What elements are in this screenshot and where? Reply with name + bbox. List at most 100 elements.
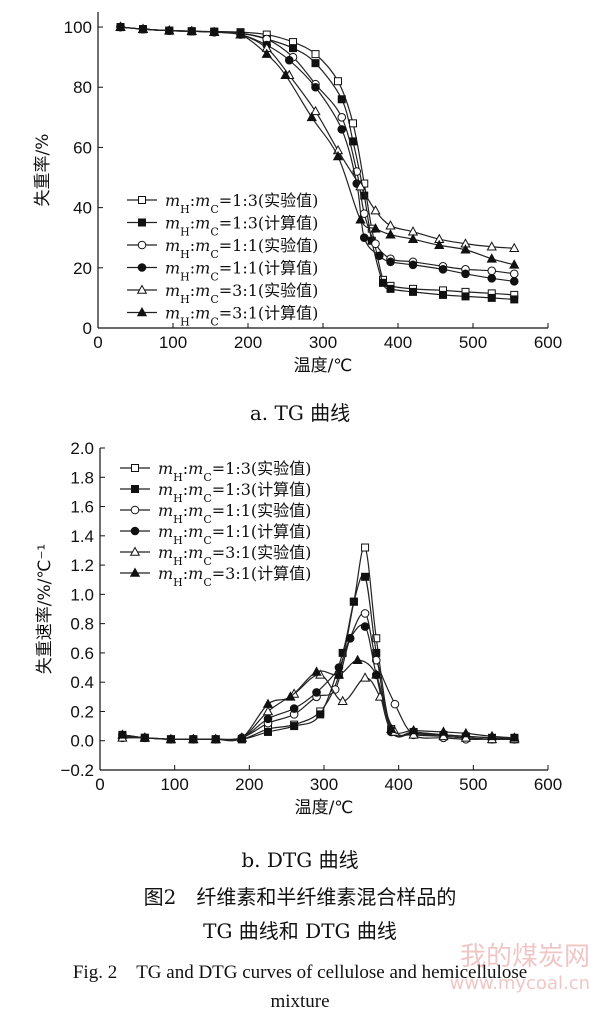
data-point [164, 25, 175, 35]
x-tick-label: 400 [384, 333, 412, 352]
data-point [407, 233, 419, 244]
data-point [509, 269, 519, 279]
legend-item: mH:mC=1:3(实验值) [120, 459, 311, 484]
dtg-chart: 0 100 200 300 400 500 600 −0.2 0.0 0.2 0.4 0.6 0.8 1.… [35, 439, 562, 818]
y-tick-label: 40 [73, 199, 92, 218]
y-tick-label: 60 [73, 138, 92, 157]
x-tick-label: 0 [93, 333, 102, 352]
legend-label: mH:mC=1:1(计算值) [158, 522, 311, 547]
data-point [461, 269, 470, 279]
legend-marker [136, 284, 148, 294]
legend-label: mH:mC=1:3(实验值) [158, 459, 311, 484]
legend-label: mH:mC=3:1(实验值) [165, 281, 318, 306]
data-point [117, 729, 128, 739]
data-point [349, 119, 357, 128]
data-point [337, 95, 346, 104]
data-point [139, 732, 150, 742]
data-point [408, 260, 418, 270]
legend-item: mH:mC=1:3(计算值) [120, 480, 311, 505]
data-point [385, 229, 396, 239]
data-point [337, 125, 347, 134]
data-point [486, 241, 497, 251]
data-point [137, 23, 149, 33]
series-2 [118, 572, 519, 744]
legend-item: mH:mC=1:1(计算值) [120, 522, 311, 547]
legend-marker [130, 526, 140, 536]
tg-chart: 0 100 200 300 400 500 600 0 20 40 60 80 100 温度/℃ 失重率/%… [33, 12, 562, 376]
data-point [487, 274, 497, 283]
y-tick-label: 0.2 [70, 702, 94, 721]
data-point [371, 669, 382, 679]
data-point [509, 277, 519, 286]
legend-item: mH:mC=3:1(实验值) [120, 543, 311, 568]
legend-item: mH:mC=1:3(计算值) [127, 214, 318, 239]
legend-item: mH:mC=3:1(计算值) [127, 304, 318, 329]
data-point [509, 259, 520, 269]
x-tick-label: 0 [95, 775, 104, 794]
panel-b-caption: b. DTG 曲线 [241, 848, 359, 872]
data-point [360, 622, 370, 631]
series-line [122, 624, 515, 741]
data-point [486, 253, 497, 263]
data-point [316, 710, 325, 719]
legend-item: mH:mC=1:1(实验值) [127, 236, 318, 261]
x-tick-label: 100 [159, 333, 187, 352]
data-point [289, 704, 299, 713]
data-point [345, 633, 355, 643]
data-point [311, 666, 322, 676]
x-tick-label: 100 [160, 775, 188, 794]
figure-caption-en-line1: Fig. 2 TG and DTG curves of cellulose an… [72, 962, 528, 983]
data-point [262, 705, 274, 716]
data-point [386, 284, 395, 293]
data-point [333, 669, 345, 679]
data-point [235, 29, 246, 39]
x-tick-label: 300 [309, 333, 337, 352]
data-point [461, 292, 470, 301]
x-tick-label: 600 [534, 333, 562, 352]
data-point [210, 733, 221, 744]
series-6 [115, 21, 520, 269]
legend: mH:mC=1:3(实验值)mH:mC=1:3(计算值)mH:mC=1:1(实验… [120, 459, 311, 589]
data-point [438, 265, 448, 274]
y-tick-label: 1.4 [70, 527, 94, 546]
legend-marker [129, 567, 141, 577]
panel-a-caption: a. TG 曲线 [249, 401, 351, 425]
data-point [439, 290, 447, 299]
legend-marker [138, 196, 146, 204]
data-point [209, 26, 220, 36]
data-point [311, 59, 320, 68]
data-point [386, 257, 395, 267]
data-point [385, 220, 396, 230]
data-point [360, 609, 370, 618]
legend-marker [131, 464, 139, 472]
y-tick-label: 20 [73, 259, 92, 278]
data-point [361, 543, 370, 552]
series-4 [118, 622, 519, 744]
data-point [284, 55, 294, 65]
watermark-name: 我的煤炭网 [459, 942, 590, 972]
data-point [261, 48, 272, 58]
data-point [361, 572, 370, 581]
data-point [409, 287, 417, 296]
watermark: 我的煤炭网 www.mycoal.cn [450, 936, 590, 994]
data-point [370, 205, 381, 215]
x-tick-label: 200 [234, 333, 262, 352]
data-point [290, 722, 299, 731]
data-point [372, 634, 381, 643]
x-tick-label: 200 [235, 775, 263, 794]
data-point [374, 251, 384, 261]
legend-label: mH:mC=3:1(计算值) [165, 304, 318, 329]
data-point [262, 698, 274, 708]
data-point [510, 295, 519, 304]
data-point [460, 727, 472, 738]
data-point [359, 233, 369, 243]
legend-label: mH:mC=1:3(计算值) [165, 214, 318, 239]
data-point [312, 688, 321, 697]
data-point [352, 654, 363, 665]
legend: mH:mC=1:3(实验值)mH:mC=1:3(计算值)mH:mC=1:1(实验… [127, 191, 318, 328]
legend-marker [131, 485, 139, 493]
figure-caption-cn-line1: 图2 纤维素和半纤维素混合样品的 [143, 885, 457, 909]
legend-marker [136, 306, 148, 317]
figure-caption-en-line2: mixture [270, 991, 330, 1012]
data-point [509, 242, 520, 253]
